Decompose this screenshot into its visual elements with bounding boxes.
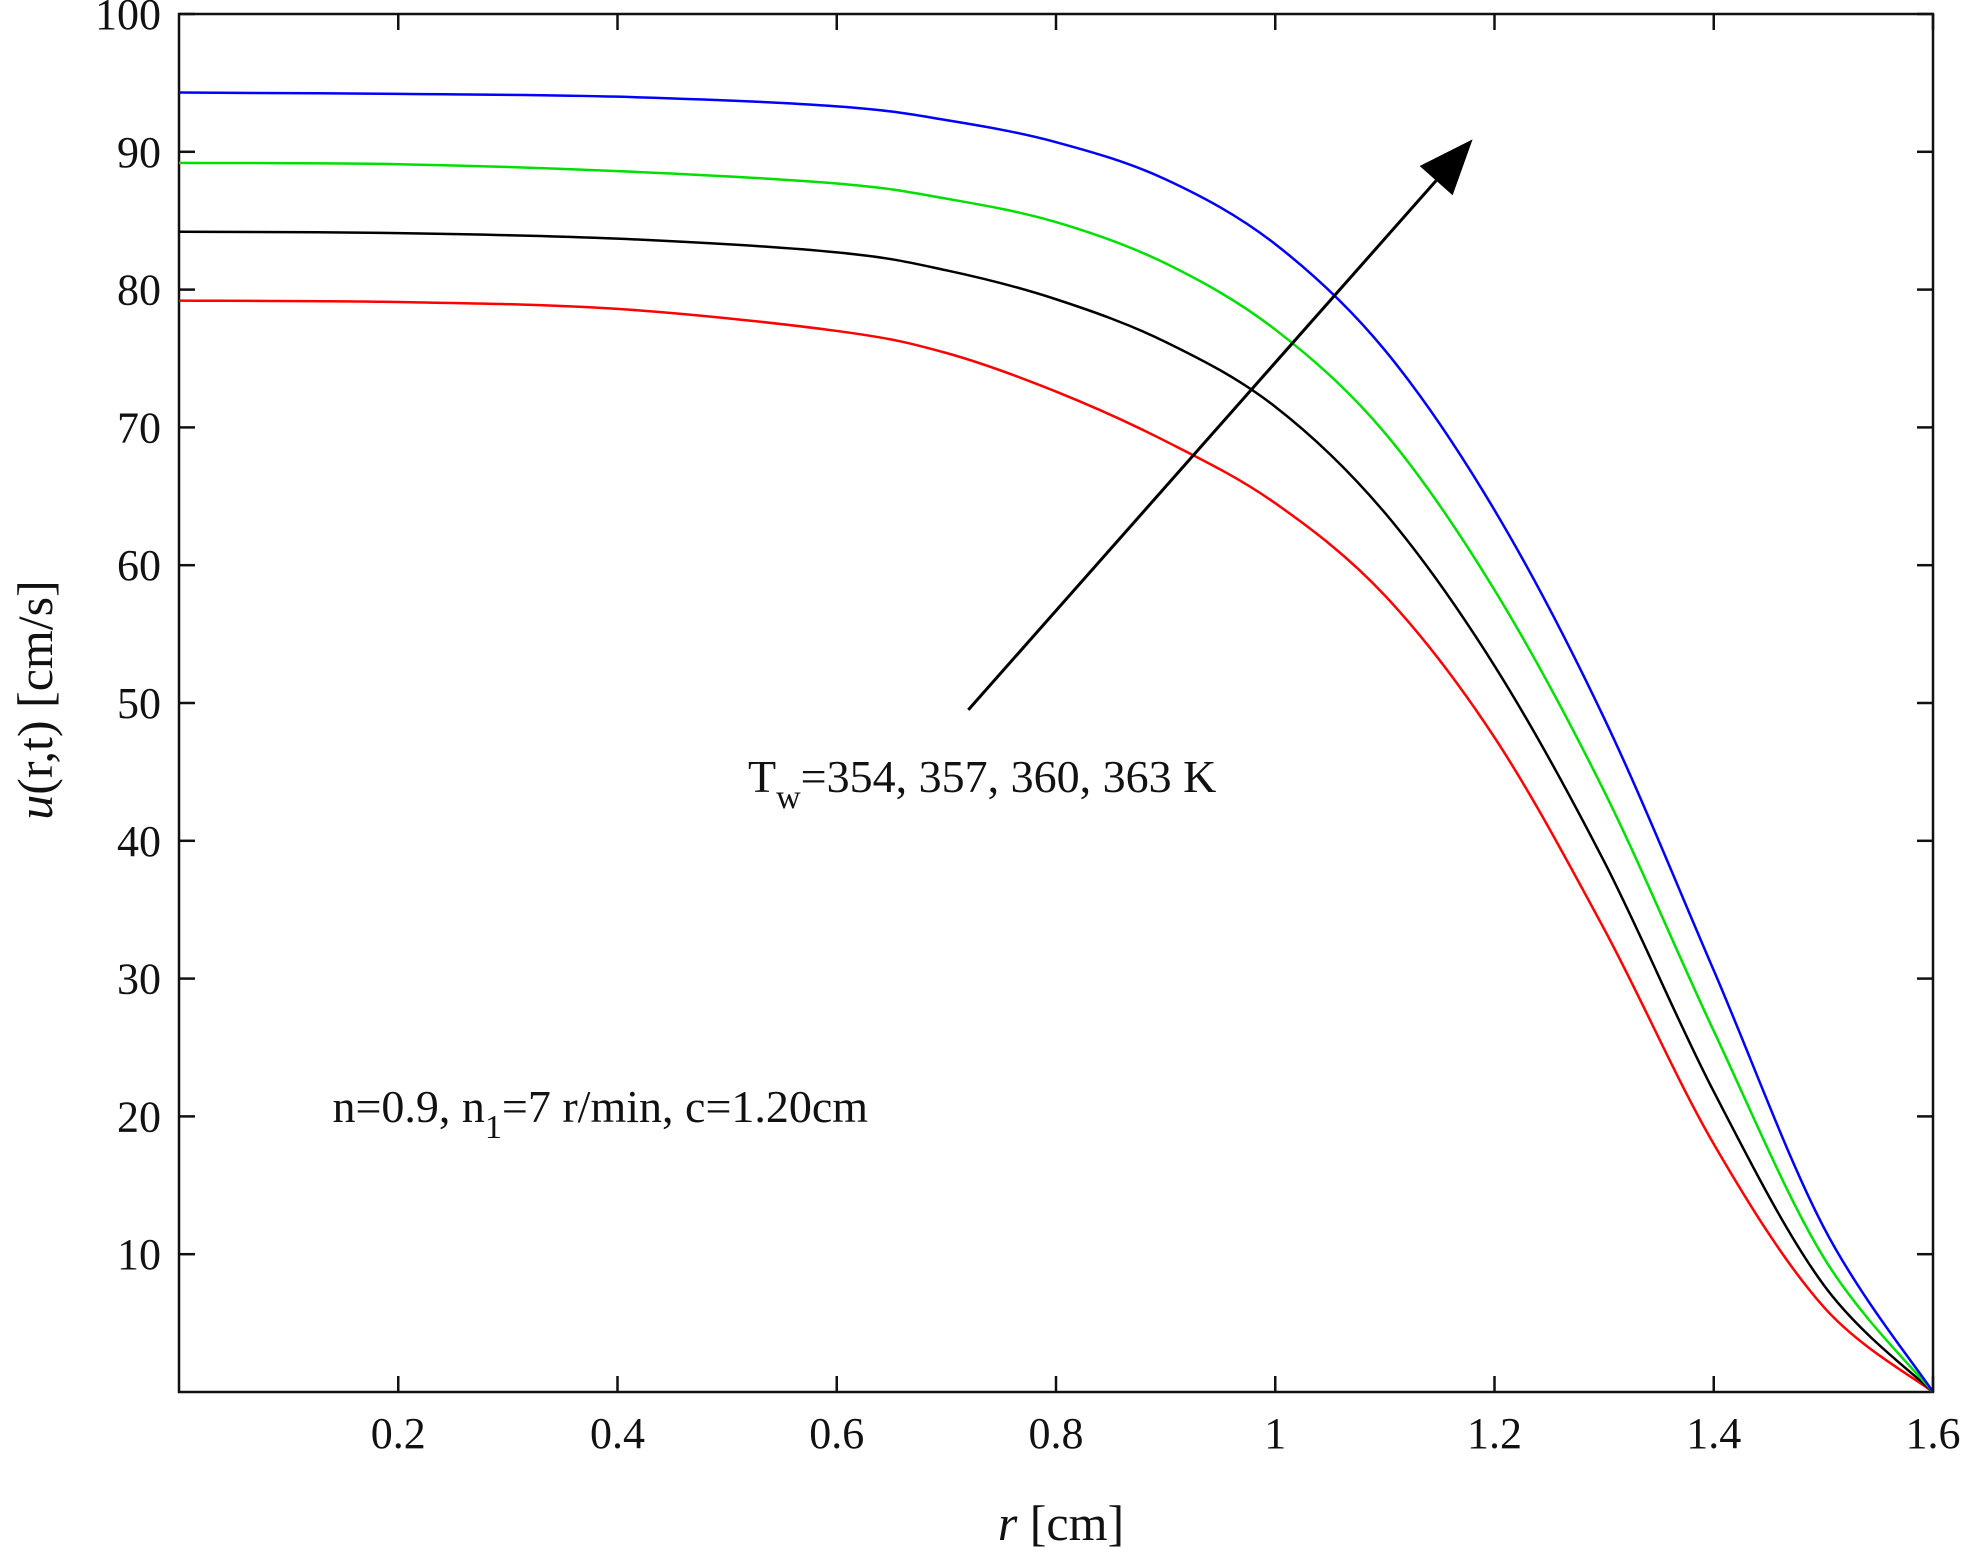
- y-tick-label: 50: [117, 679, 161, 728]
- x-tick-label: 1.6: [1906, 1409, 1961, 1458]
- parameters-annotation-a: n=0.9, n: [332, 1081, 484, 1132]
- y-tick-label: 100: [95, 0, 161, 39]
- y-tick-label: 80: [117, 266, 161, 315]
- y-tick-label: 10: [117, 1230, 161, 1279]
- temperature-annotation-sub: w: [776, 779, 801, 816]
- y-axis-label: u(r,t) [cm/s]: [7, 580, 63, 820]
- y-tick-label: 40: [117, 817, 161, 866]
- series-layer: [178, 91, 1935, 1393]
- y-tick-label: 30: [117, 955, 161, 1004]
- y-axis-label-rest: (r,t) [cm/s]: [7, 580, 63, 795]
- plot-area-border: [177, 12, 1935, 1394]
- x-tick-label: 0.6: [809, 1409, 864, 1458]
- series-line-1: [178, 299, 1934, 1393]
- y-tick-label: 90: [117, 128, 161, 177]
- x-tick-label: 0.4: [590, 1409, 645, 1458]
- x-tick-label: 1.4: [1686, 1409, 1741, 1458]
- temperature-annotation-rest: =354, 357, 360, 363 K: [801, 751, 1217, 802]
- annotation-layer: Tw=354, 357, 360, 363 K n=0.9, n1=7 r/mi…: [332, 139, 1473, 1146]
- series-line-3: [178, 161, 1934, 1393]
- x-tick-label: 0.8: [1029, 1409, 1084, 1458]
- x-axis-label-unit: [cm]: [1017, 1495, 1124, 1551]
- x-axis-label: r [cm]: [998, 1495, 1124, 1551]
- parameters-annotation-sub: 1: [485, 1109, 502, 1146]
- ticks-layer: 0.2 0.4 0.6 0.8 1 1.2 1.4 1.6 10 20 30 40 50 60 70 80 90…: [95, 0, 1961, 1458]
- temperature-annotation: Tw=354, 357, 360, 363 K: [748, 751, 1216, 816]
- series-line-2: [178, 230, 1934, 1393]
- trend-arrow-head: [1419, 139, 1473, 196]
- series-line-4: [178, 91, 1935, 1393]
- parameters-annotation: n=0.9, n1=7 r/min, c=1.20cm: [332, 1081, 868, 1146]
- x-tick-label: 1: [1264, 1409, 1286, 1458]
- y-tick-label: 70: [117, 403, 161, 452]
- y-axis-label-var: u: [7, 795, 63, 820]
- trend-arrow: [967, 179, 1438, 711]
- parameters-annotation-b: =7 r/min, c=1.20cm: [502, 1081, 868, 1132]
- x-axis-label-var: r: [998, 1495, 1018, 1551]
- x-tick-label: 0.2: [371, 1409, 426, 1458]
- temperature-annotation-main: T: [748, 751, 776, 802]
- y-tick-label: 60: [117, 541, 161, 590]
- x-tick-label: 1.2: [1467, 1409, 1522, 1458]
- plot-frame: [177, 12, 1935, 1394]
- y-tick-label: 20: [117, 1092, 161, 1141]
